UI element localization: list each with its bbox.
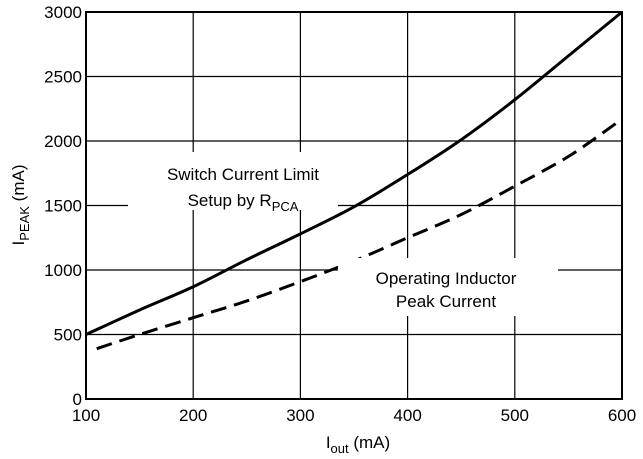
- x-axis-label: Iout (mA): [326, 433, 390, 456]
- x-tick-label-4: 500: [501, 406, 529, 425]
- x-tick-label-3: 400: [393, 406, 421, 425]
- x-axis-label-sub: out: [331, 441, 349, 456]
- y-axis-label: IPEAK (mA): [9, 165, 32, 246]
- x-axis-label-unit: (mA): [349, 433, 391, 452]
- x-tick-label-2: 300: [286, 406, 314, 425]
- x-axis-label-main: I: [326, 433, 331, 452]
- x-tick-label-0: 100: [72, 406, 100, 425]
- y-axis-label-main: I: [9, 241, 28, 246]
- y-tick-label-3: 1500: [44, 197, 82, 216]
- y-tick-label-5: 2500: [44, 68, 82, 87]
- y-tick-label-2: 1000: [44, 261, 82, 280]
- series-line-solid: [85, 10, 623, 336]
- annotation-2-background: [338, 258, 558, 316]
- annotation-1-background: [128, 152, 338, 210]
- annotation-1-line-1: Switch Current Limit: [167, 165, 319, 184]
- plot-frame: [85, 11, 623, 400]
- annotation-1-line-2-sub: PCA: [272, 199, 299, 214]
- x-tick-label-1: 200: [179, 406, 207, 425]
- annotation-1-line-2: Setup by RPCA: [188, 191, 299, 214]
- tick-label-layer: 100 200 300 400 500 600 0 500 1000 1500 2000 2500 30…: [44, 3, 636, 425]
- y-axis-label-unit: (mA): [9, 165, 28, 207]
- annotation-1-line-2-main: Setup by R: [188, 191, 272, 210]
- y-tick-label-0: 0: [73, 390, 82, 409]
- y-tick-label-6: 3000: [44, 3, 82, 22]
- annotation-2-line-1: Operating Inductor: [376, 269, 517, 288]
- x-tick-label-5: 600: [608, 406, 636, 425]
- y-tick-label-1: 500: [54, 326, 82, 345]
- annotation-layer: Switch Current Limit Setup by RPCA Opera…: [128, 152, 558, 316]
- y-tick-label-4: 2000: [44, 132, 82, 151]
- y-axis-label-sub: PEAK: [17, 206, 32, 241]
- annotation-2-line-2: Peak Current: [396, 292, 496, 311]
